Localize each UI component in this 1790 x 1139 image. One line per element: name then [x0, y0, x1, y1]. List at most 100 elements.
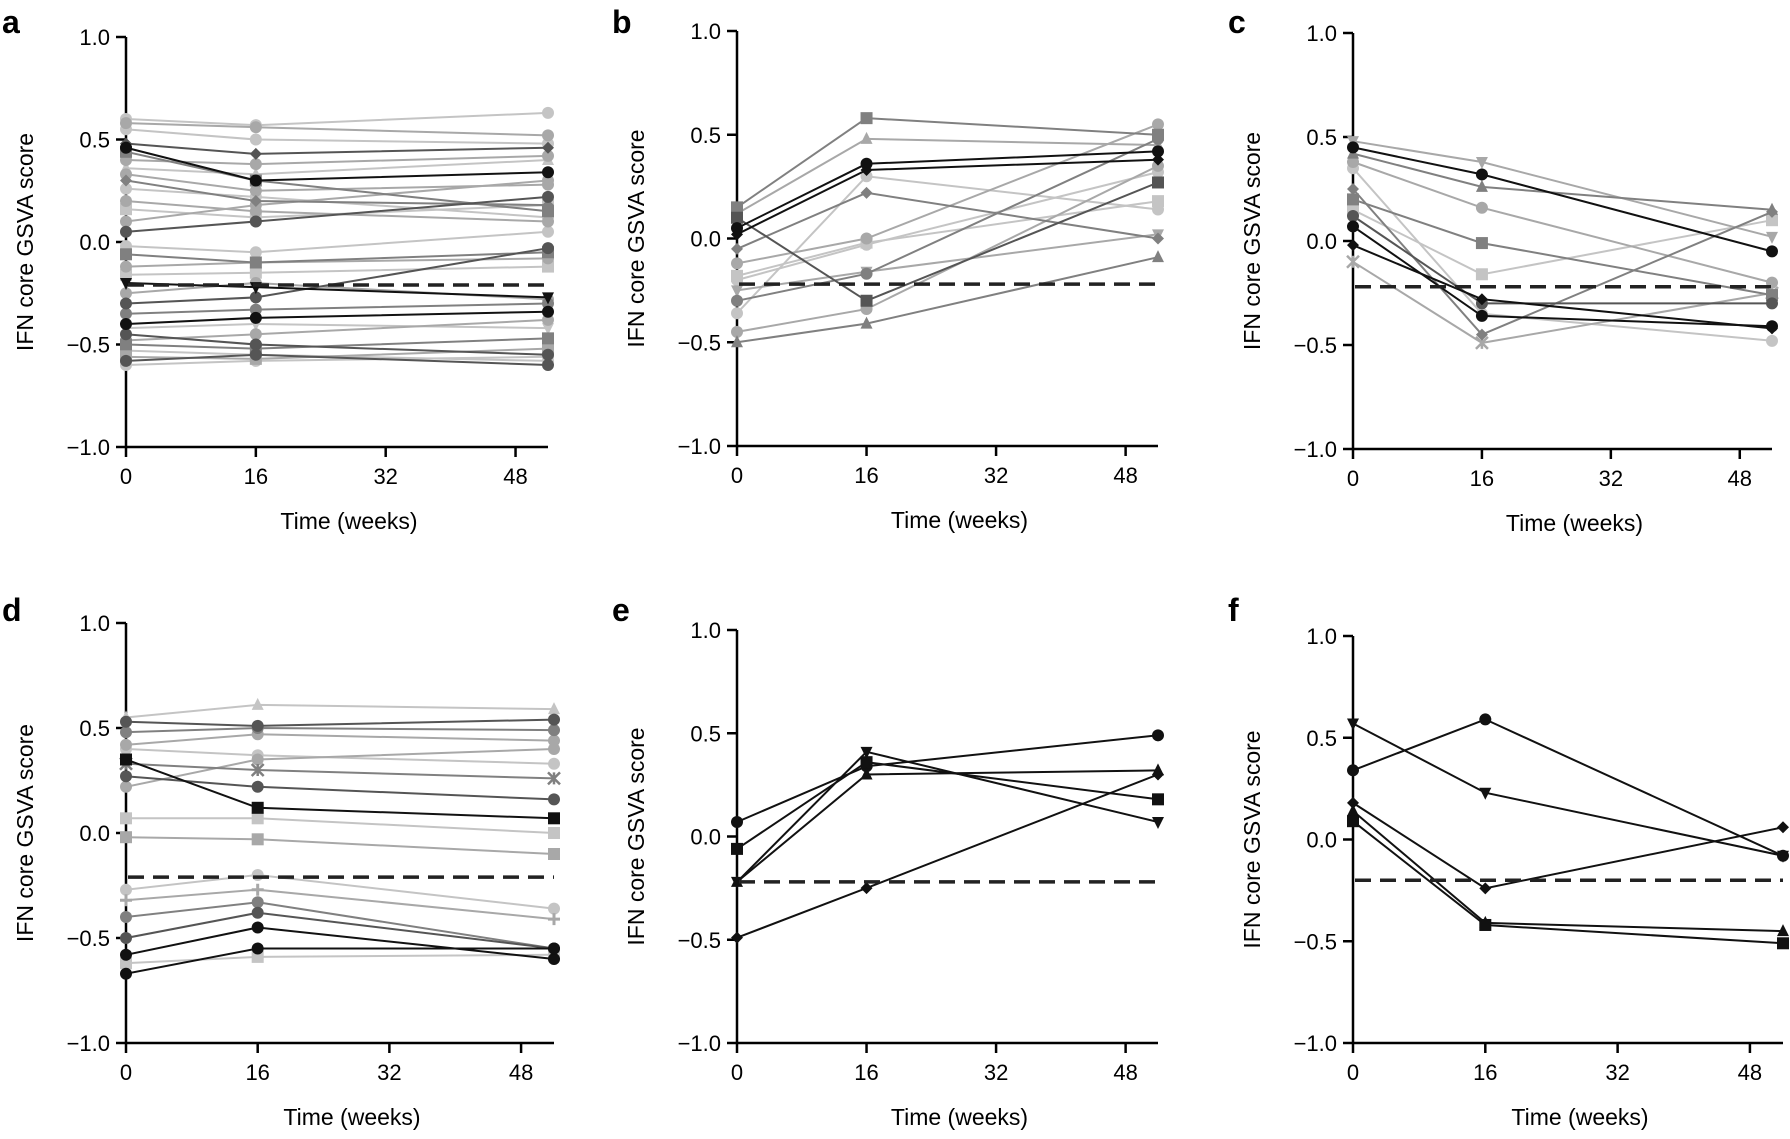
data-point: [542, 166, 554, 179]
data-point: [542, 348, 554, 361]
series-line: [125, 758, 555, 820]
data-point: [548, 757, 560, 770]
series-line: [1352, 722, 1784, 857]
data-point: [1766, 334, 1778, 347]
data-point: [548, 913, 560, 926]
data-point: [1347, 718, 1359, 731]
series-18: [120, 252, 554, 273]
data-point: [249, 328, 262, 341]
data-point: [731, 242, 743, 255]
series-line: [125, 775, 555, 801]
data-point: [1475, 179, 1488, 192]
y-tick-label: −0.5: [678, 330, 721, 355]
series-13: [731, 250, 1164, 348]
panel-c: c 1.0 0.5 0.0 −0.5 −1.0 0 16 32 48 Time (weeks) IFN…: [1228, 4, 1779, 536]
data-point: [249, 184, 262, 197]
data-point: [548, 743, 560, 755]
series-10: [1347, 239, 1778, 335]
y-tick-label: −1.0: [67, 1031, 110, 1056]
data-point: [251, 753, 264, 766]
data-point: [1347, 796, 1359, 809]
data-point: [120, 753, 132, 766]
series-line: [736, 171, 1159, 281]
series-17: [120, 942, 560, 980]
data-point: [120, 278, 132, 290]
series-16: [120, 225, 554, 259]
data-point: [860, 131, 873, 144]
series-14: [120, 896, 560, 955]
data-point: [1347, 239, 1359, 252]
x-tick-label: 32: [377, 1060, 401, 1085]
data-point: [548, 713, 560, 726]
data-point: [1479, 713, 1492, 726]
series-6: [1347, 203, 1778, 281]
data-point: [120, 174, 132, 187]
data-point: [542, 174, 554, 187]
data-point: [1152, 250, 1164, 263]
data-point: [249, 291, 262, 304]
data-point: [731, 257, 743, 270]
data-point: [542, 106, 554, 119]
data-point: [542, 260, 554, 273]
data-point: [249, 133, 262, 146]
data-point: [731, 842, 743, 855]
y-tick-label: −1.0: [678, 1031, 721, 1056]
series-6: [119, 756, 561, 786]
series-24: [120, 305, 554, 330]
data-point: [120, 248, 132, 261]
y-tick-label: 0.0: [1306, 828, 1337, 853]
y-tick-label: −1.0: [1294, 1031, 1337, 1056]
data-point: [1152, 132, 1164, 145]
data-point: [120, 715, 132, 728]
y-tick-label: 0.5: [79, 716, 110, 741]
x-axis-title: Time (weeks): [1506, 510, 1643, 536]
series-31: [120, 348, 554, 371]
series-13: [120, 883, 560, 926]
data-point: [251, 942, 264, 955]
data-point: [251, 950, 264, 963]
series-line: [736, 191, 1159, 250]
y-tick-label: 1.0: [1306, 21, 1337, 46]
data-point: [249, 174, 262, 187]
data-point: [731, 931, 743, 944]
data-point: [1347, 804, 1359, 817]
series-19: [120, 260, 554, 281]
data-point: [860, 164, 873, 177]
data-point: [731, 228, 743, 241]
series-line: [1352, 260, 1773, 344]
data-point: [860, 267, 873, 280]
x-tick-label: 0: [120, 1060, 132, 1085]
data-point: [731, 876, 743, 889]
data-point: [542, 359, 554, 371]
data-point: [120, 338, 132, 351]
data-point: [1152, 159, 1164, 172]
y-tick-label: 0.5: [690, 123, 721, 148]
x-tick-label: 16: [1473, 1060, 1497, 1085]
data-point: [542, 225, 554, 238]
data-point: [548, 724, 560, 737]
data-point: [542, 323, 554, 336]
y-tick-label: −0.5: [1294, 333, 1337, 358]
data-point: [1347, 764, 1359, 777]
data-point: [1475, 201, 1488, 214]
x-axis-title: Time (weeks): [1511, 1104, 1648, 1130]
data-point: [548, 734, 560, 747]
data-point: [860, 294, 873, 307]
data-point: [1766, 245, 1778, 258]
data-point: [1152, 768, 1164, 781]
series-line: [125, 703, 555, 719]
data-point: [120, 967, 132, 980]
data-point: [1346, 254, 1360, 269]
x-tick-label: 0: [1347, 466, 1359, 491]
series-line: [1352, 198, 1773, 297]
series-1: [1347, 136, 1778, 244]
series-2: [120, 713, 560, 732]
data-point: [548, 848, 560, 860]
data-point: [251, 801, 264, 814]
y-tick-label: 0.0: [79, 821, 110, 846]
panel-letter: e: [612, 592, 630, 628]
series-line: [1352, 140, 1773, 238]
series-line: [736, 734, 1159, 823]
data-point: [1152, 118, 1164, 131]
data-point: [120, 957, 132, 970]
